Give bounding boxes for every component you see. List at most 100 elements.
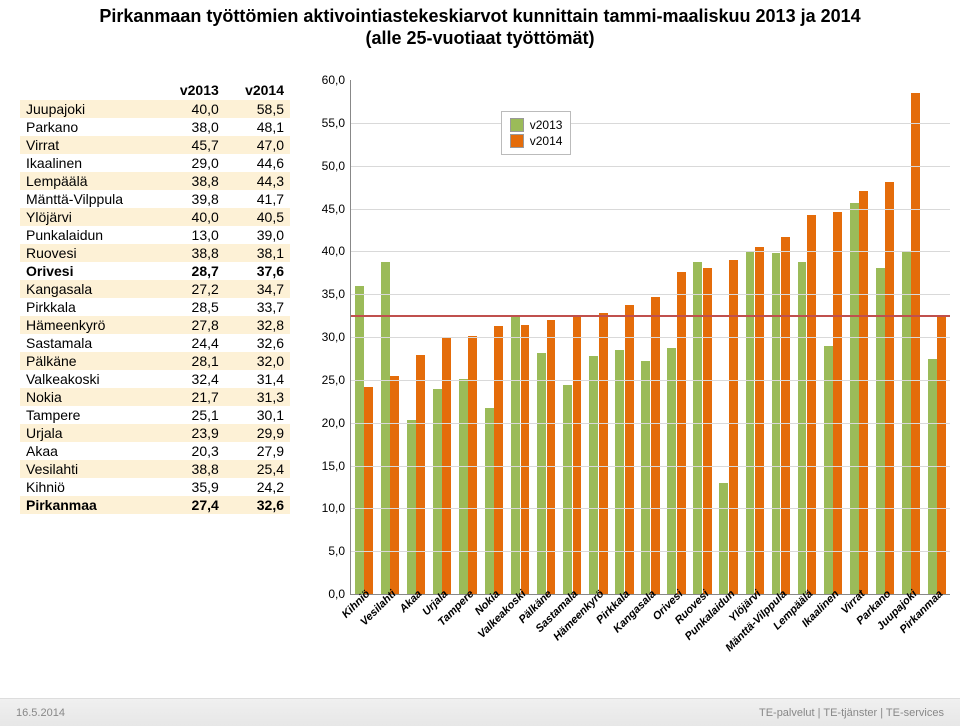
bar-v2013 — [459, 379, 468, 594]
chart-ytick: 15,0 — [311, 459, 345, 473]
cell-v2014: 39,0 — [225, 226, 290, 244]
cell-v2013: 13,0 — [160, 226, 225, 244]
footer: 16.5.2014 TE-palvelut | TE-tjänster | TE… — [0, 698, 960, 726]
table-row: Punkalaidun13,039,0 — [20, 226, 290, 244]
bar-v2014 — [651, 297, 660, 594]
bar-v2014 — [885, 182, 894, 594]
cell-v2013: 20,3 — [160, 442, 225, 460]
table-row: Virrat45,747,0 — [20, 136, 290, 154]
cell-name: Pirkkala — [20, 298, 160, 316]
cell-v2014: 38,1 — [225, 244, 290, 262]
bar-v2013 — [537, 353, 546, 594]
cell-name: Kangasala — [20, 280, 160, 298]
cell-v2014: 44,3 — [225, 172, 290, 190]
table-row: Parkano38,048,1 — [20, 118, 290, 136]
cell-name: Ikaalinen — [20, 154, 160, 172]
chart-gridline — [351, 166, 950, 167]
cell-name: Orivesi — [20, 262, 160, 280]
cell-name: Mänttä-Vilppula — [20, 190, 160, 208]
cell-name: Parkano — [20, 118, 160, 136]
chart-ytick: 40,0 — [311, 244, 345, 258]
cell-v2013: 28,1 — [160, 352, 225, 370]
cell-name: Virrat — [20, 136, 160, 154]
cell-name: Sastamala — [20, 334, 160, 352]
chart-gridline — [351, 294, 950, 295]
chart-ytick: 35,0 — [311, 287, 345, 301]
chart-ytick: 50,0 — [311, 159, 345, 173]
table-row: Mänttä-Vilppula39,841,7 — [20, 190, 290, 208]
cell-v2014: 31,3 — [225, 388, 290, 406]
cell-name: Juupajoki — [20, 100, 160, 118]
cell-v2013: 38,8 — [160, 244, 225, 262]
footer-services: TE-palvelut | TE-tjänster | TE-services — [759, 707, 944, 719]
bar-v2013 — [693, 262, 702, 594]
cell-v2014: 24,2 — [225, 478, 290, 496]
bar-v2014 — [547, 320, 556, 594]
cell-v2014: 58,5 — [225, 100, 290, 118]
table-row: Ylöjärvi40,040,5 — [20, 208, 290, 226]
cell-v2013: 27,4 — [160, 496, 225, 514]
legend-swatch — [510, 118, 524, 132]
table-row: Nokia21,731,3 — [20, 388, 290, 406]
bar-v2014 — [755, 247, 764, 594]
cell-v2014: 37,6 — [225, 262, 290, 280]
cell-v2013: 39,8 — [160, 190, 225, 208]
page: { "title": { "text": "Pirkanmaan työttöm… — [0, 0, 960, 726]
bar-v2014 — [494, 326, 503, 594]
table-row: Pirkanmaa27,432,6 — [20, 496, 290, 514]
table-row: Orivesi28,737,6 — [20, 262, 290, 280]
table-row: Urjala23,929,9 — [20, 424, 290, 442]
bar-v2013 — [798, 262, 807, 594]
cell-v2013: 24,4 — [160, 334, 225, 352]
bar-v2013 — [641, 361, 650, 594]
chart-gridline — [351, 508, 950, 509]
chart-gridline — [351, 251, 950, 252]
bar-v2013 — [850, 203, 859, 594]
cell-v2013: 23,9 — [160, 424, 225, 442]
cell-v2013: 38,0 — [160, 118, 225, 136]
bar-v2013 — [667, 348, 676, 594]
bar-v2013 — [355, 286, 364, 594]
chart-gridline — [351, 466, 950, 467]
chart-ytick: 60,0 — [311, 73, 345, 87]
cell-v2014: 27,9 — [225, 442, 290, 460]
table-row: Ruovesi38,838,1 — [20, 244, 290, 262]
bar-chart: KihniöVesilahtiAkaaUrjalaTampereNokiaVal… — [310, 80, 950, 650]
chart-gridline — [351, 209, 950, 210]
cell-v2014: 41,7 — [225, 190, 290, 208]
bar-v2013 — [876, 268, 885, 594]
cell-name: Pälkäne — [20, 352, 160, 370]
chart-ytick: 5,0 — [311, 544, 345, 558]
bar-v2014 — [807, 215, 816, 595]
cell-v2014: 31,4 — [225, 370, 290, 388]
table-row: Hämeenkyrö27,832,8 — [20, 316, 290, 334]
table-row: Pirkkala28,533,7 — [20, 298, 290, 316]
bar-v2014 — [677, 272, 686, 594]
cell-v2014: 47,0 — [225, 136, 290, 154]
cell-v2013: 38,8 — [160, 460, 225, 478]
table-row: Sastamala24,432,6 — [20, 334, 290, 352]
table-row: Vesilahti38,825,4 — [20, 460, 290, 478]
chart-ytick: 55,0 — [311, 116, 345, 130]
chart-gridline — [351, 423, 950, 424]
cell-v2013: 27,8 — [160, 316, 225, 334]
bar-v2013 — [589, 356, 598, 594]
chart-ytick: 30,0 — [311, 330, 345, 344]
table-row: Kangasala27,234,7 — [20, 280, 290, 298]
cell-v2013: 25,1 — [160, 406, 225, 424]
cell-name: Ylöjärvi — [20, 208, 160, 226]
cell-name: Urjala — [20, 424, 160, 442]
cell-name: Ruovesi — [20, 244, 160, 262]
table-row: Pälkäne28,132,0 — [20, 352, 290, 370]
cell-v2013: 38,8 — [160, 172, 225, 190]
cell-v2014: 33,7 — [225, 298, 290, 316]
legend-item: v2013 — [510, 118, 563, 132]
cell-name: Tampere — [20, 406, 160, 424]
bar-v2014 — [911, 93, 920, 594]
legend-swatch — [510, 134, 524, 148]
table-row: Kihniö35,924,2 — [20, 478, 290, 496]
bar-v2013 — [928, 359, 937, 594]
bar-v2013 — [824, 346, 833, 594]
cell-v2013: 32,4 — [160, 370, 225, 388]
bar-v2013 — [433, 389, 442, 594]
